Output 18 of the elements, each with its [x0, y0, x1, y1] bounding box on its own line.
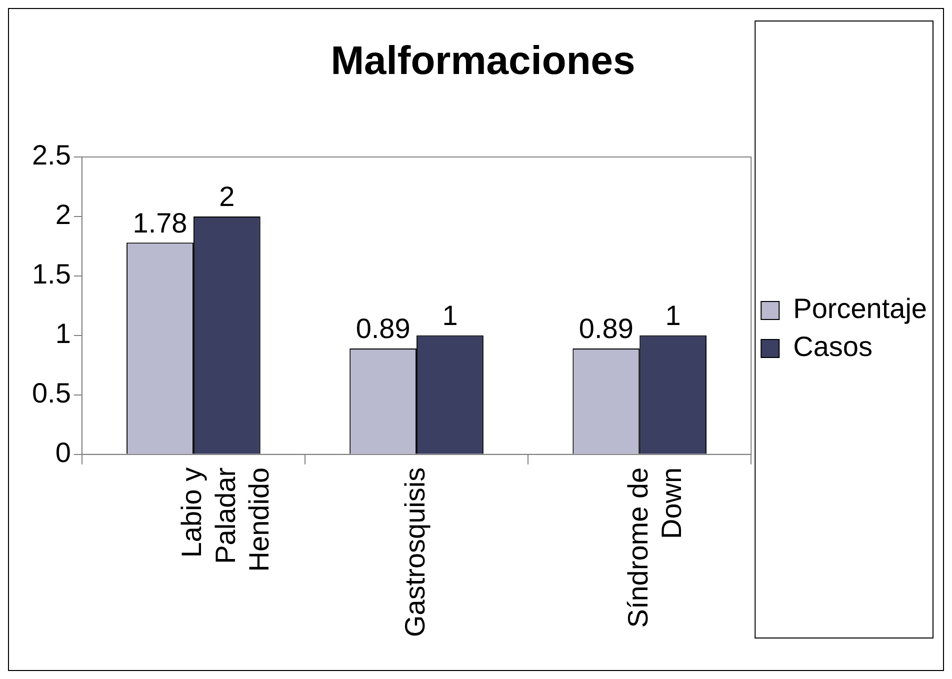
- data-label: 1: [665, 300, 681, 332]
- y-tick-label: 2: [55, 199, 71, 230]
- x-tick-label: Síndrome de Down: [622, 467, 687, 628]
- x-tick-label: Gastrosquisis: [399, 467, 430, 638]
- y-tick-label: 2.5: [32, 140, 71, 171]
- legend-label: Casos: [793, 331, 873, 362]
- legend-label: Porcentaje: [793, 293, 928, 324]
- x-tick-label: Labio y Paladar Hendido: [176, 467, 274, 572]
- data-label: 0.89: [356, 313, 410, 344]
- data-label: 0.89: [578, 313, 634, 344]
- data-label: 1.78: [132, 207, 188, 238]
- y-tick-label: 0.5: [32, 378, 71, 409]
- y-tick-label: 0: [55, 437, 71, 468]
- chart-title: Malformaciones: [330, 39, 636, 84]
- y-tick-label: 1.5: [32, 258, 71, 290]
- y-tick-label: 1: [55, 318, 71, 350]
- data-label: 1: [442, 300, 458, 332]
- data-label: 2: [219, 181, 235, 212]
